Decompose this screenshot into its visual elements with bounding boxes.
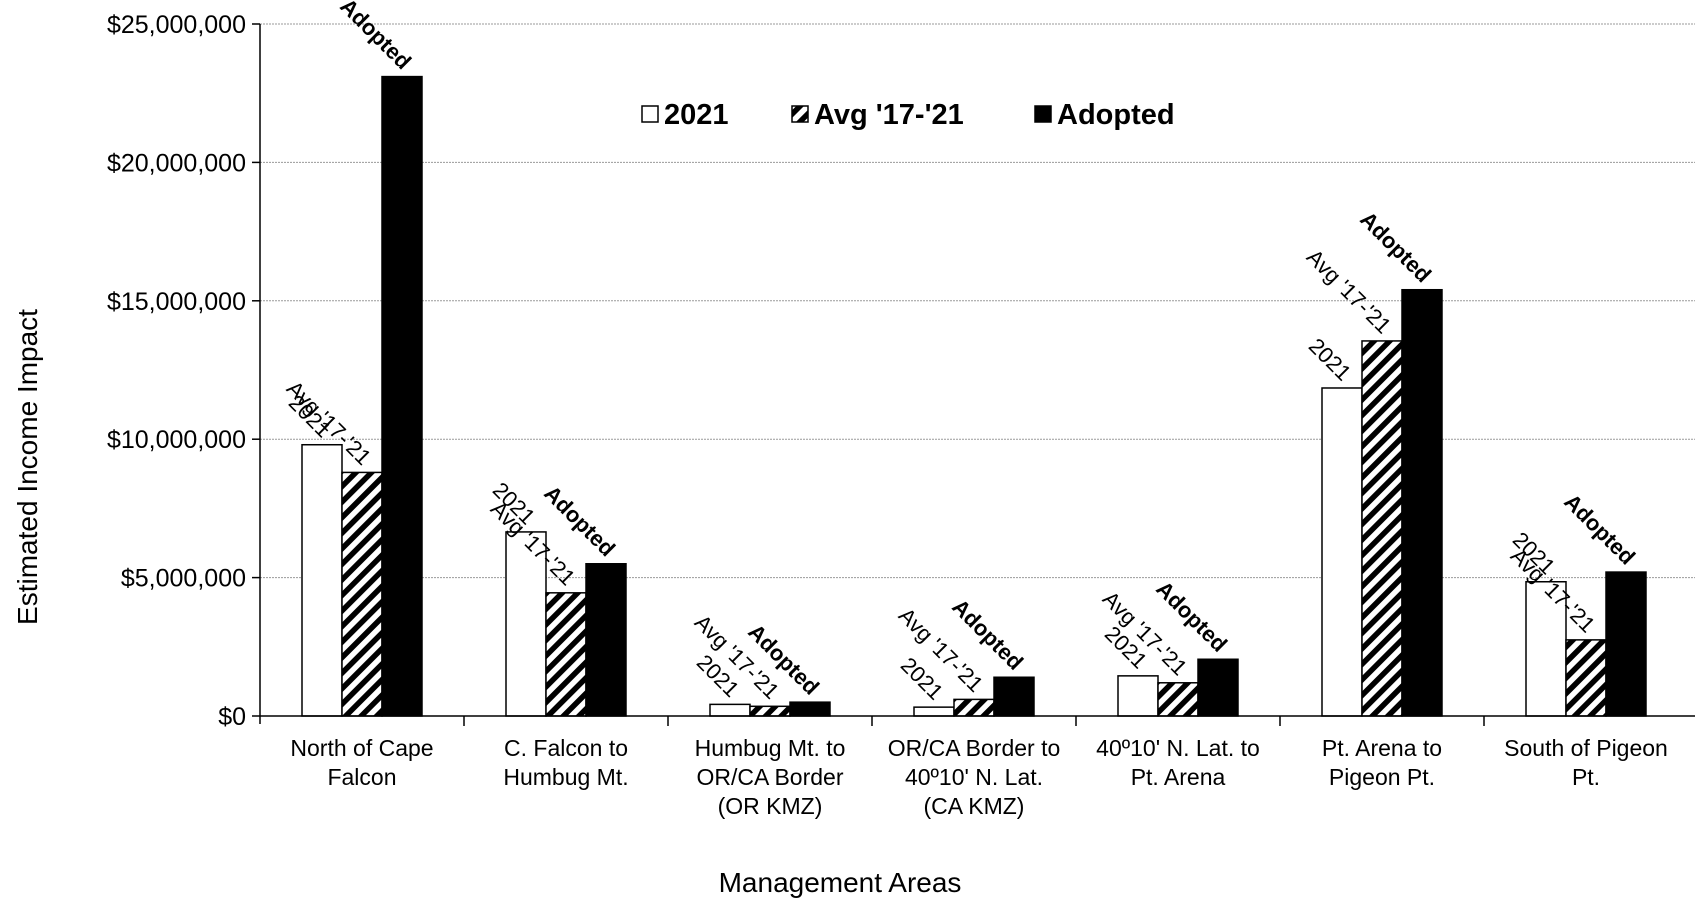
- bar: [1361, 340, 1403, 717]
- bar: [709, 703, 751, 717]
- legend-swatch: [641, 105, 659, 123]
- legend-label: 2021: [664, 99, 729, 131]
- bar: [789, 701, 831, 717]
- legend-label: Avg '17-'21: [814, 99, 964, 131]
- bar: [341, 471, 383, 717]
- x-tick-label: Pt. Arena to Pigeon Pt.: [1322, 735, 1442, 790]
- x-tick-label: Humbug Mt. to OR/CA Border (OR KMZ): [695, 735, 846, 819]
- x-category-labels: North of Cape Falcon C. Falcon to Humbug Mt…: [290, 735, 1667, 819]
- bar: [993, 676, 1035, 717]
- bar: [1197, 658, 1239, 717]
- bar: [381, 75, 423, 717]
- bar-label: Adopted: [335, 0, 416, 74]
- bar: [1157, 682, 1199, 717]
- x-tick-label: South of Pigeon Pt.: [1504, 735, 1668, 790]
- bar-label: Adopted: [1355, 207, 1436, 288]
- y-tick-label: $20,000,000: [107, 149, 246, 177]
- legend: 2021 Avg '17-'21 Adopted: [641, 99, 1175, 131]
- x-tick-label: 40º10' N. Lat. to Pt. Arena: [1096, 735, 1260, 790]
- y-tick-label: $10,000,000: [107, 426, 246, 454]
- y-tick-label: $15,000,000: [107, 288, 246, 316]
- bar: [585, 563, 627, 717]
- y-tick-label: $0: [218, 703, 246, 731]
- bar: [545, 592, 587, 717]
- x-tick-label: C. Falcon to Humbug Mt.: [503, 735, 628, 790]
- y-tick-label: $5,000,000: [121, 565, 246, 593]
- legend-label: Adopted: [1057, 99, 1175, 131]
- bar: [749, 705, 791, 717]
- bar: [1321, 387, 1363, 717]
- gridlines: [260, 23, 1695, 579]
- bar: [301, 443, 343, 717]
- bar-label: 2021: [1304, 333, 1356, 385]
- bar: [1117, 675, 1159, 717]
- bar-label: Avg '17-'21: [1302, 244, 1396, 338]
- legend-swatch: [1034, 105, 1052, 123]
- y-tick-labels: $0 $5,000,000 $10,000,000 $15,000,000 $20,00…: [107, 11, 246, 731]
- bars: [301, 75, 1647, 717]
- bar: [1401, 288, 1443, 717]
- bar: [1605, 571, 1647, 717]
- bar: [953, 698, 995, 717]
- bar: [913, 706, 955, 717]
- x-axis-title: Management Areas: [719, 867, 962, 898]
- legend-swatch: [791, 105, 809, 123]
- bar-label: Adopted: [1559, 489, 1640, 570]
- y-axis-title: Estimated Income Impact: [12, 309, 43, 625]
- bar: [1525, 581, 1567, 717]
- x-tick-label: OR/CA Border to 40º10' N. Lat. (CA KMZ): [888, 735, 1061, 819]
- x-tick-label: North of Cape Falcon: [290, 735, 433, 790]
- y-tick-label: $25,000,000: [107, 11, 246, 39]
- bar: [1565, 639, 1607, 717]
- axes: [252, 23, 1695, 726]
